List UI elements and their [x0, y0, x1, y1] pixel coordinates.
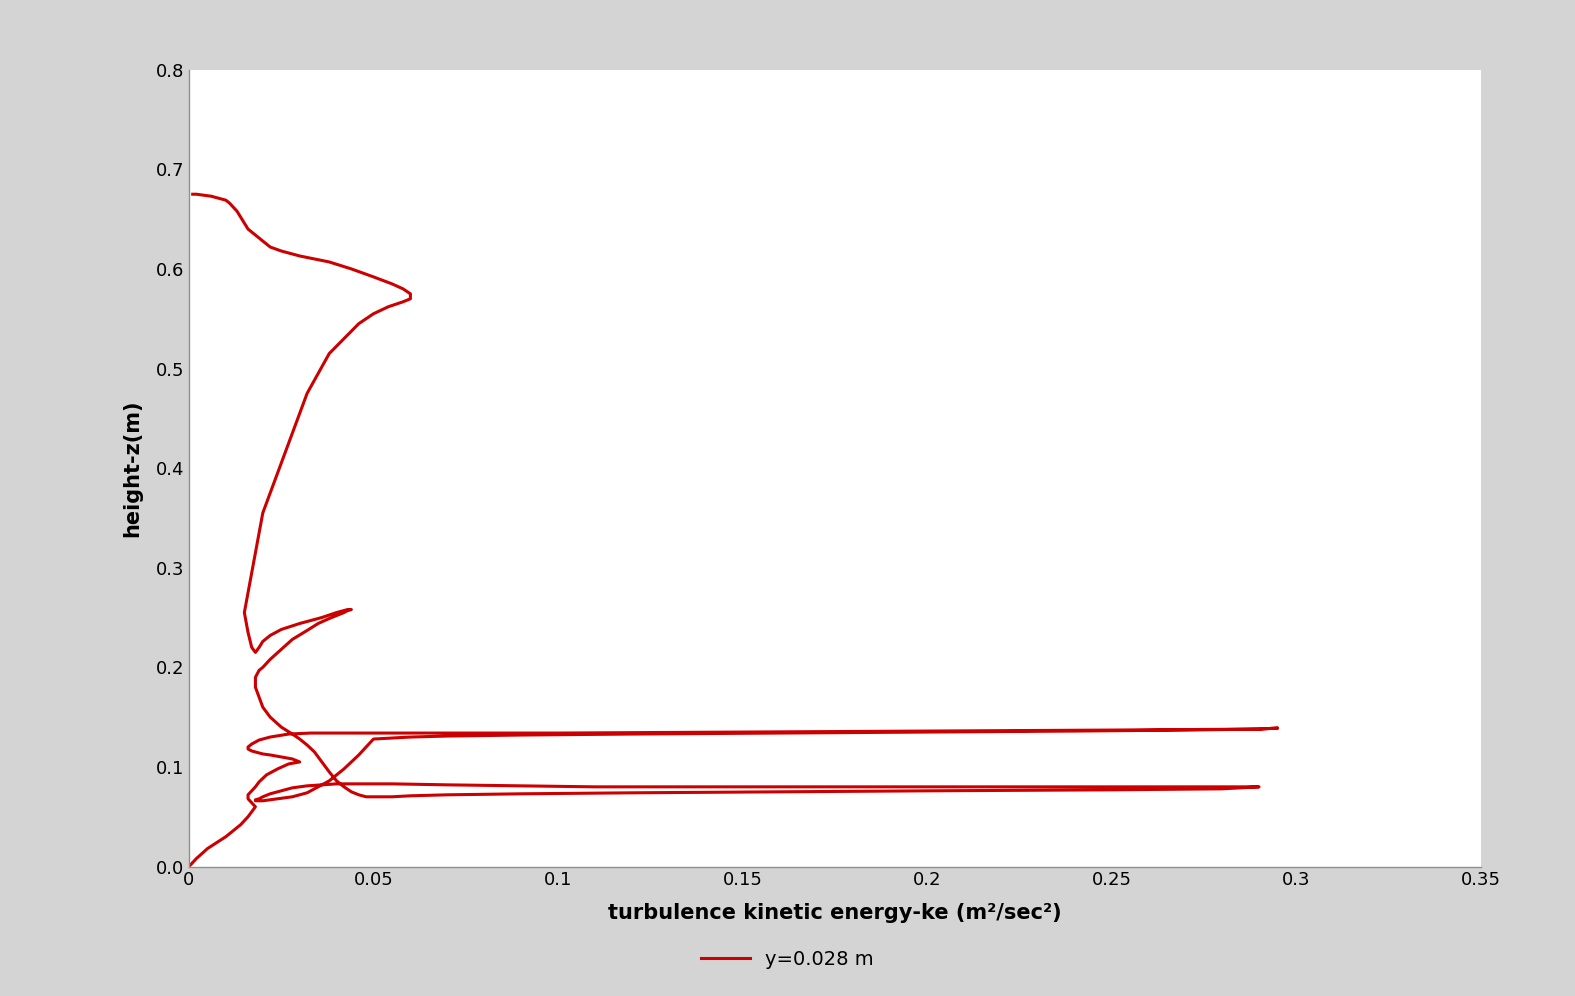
X-axis label: turbulence kinetic energy-ke (m²/sec²): turbulence kinetic energy-ke (m²/sec²) [608, 903, 1062, 923]
Legend: y=0.028 m: y=0.028 m [693, 942, 882, 976]
Y-axis label: height-z(m): height-z(m) [121, 399, 142, 537]
